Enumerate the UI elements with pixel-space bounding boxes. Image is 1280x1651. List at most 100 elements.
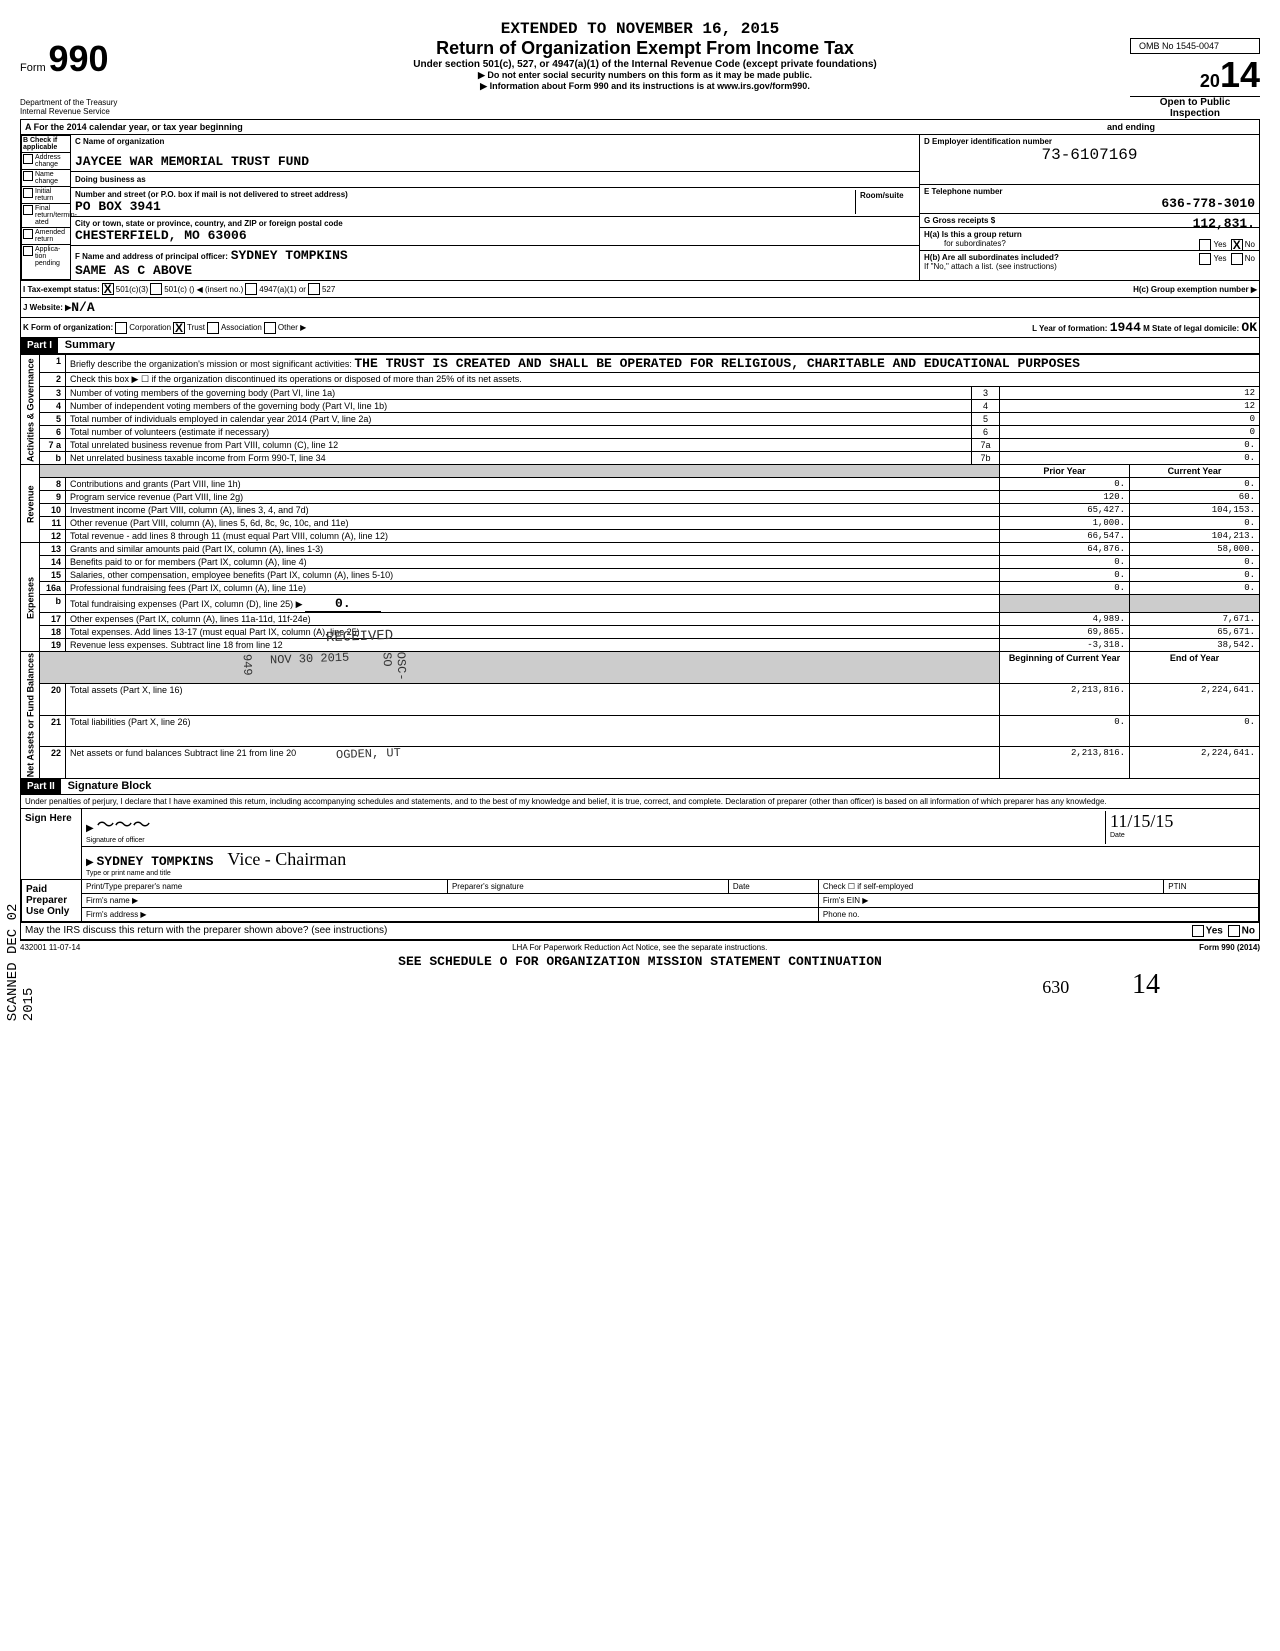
part1-header: Part I	[21, 338, 58, 353]
cb-initial[interactable]: Initial return	[22, 187, 70, 204]
cb-corp[interactable]	[115, 322, 127, 334]
exp-15-prior: 0.	[1000, 569, 1130, 582]
signature: ～～～	[96, 815, 150, 835]
exp-17-curr: 7,671.	[1130, 613, 1260, 626]
form-header: Form 990 Department of the Treasury Inte…	[20, 38, 1260, 119]
hb-no[interactable]	[1231, 253, 1243, 265]
form-title: Return of Organization Exempt From Incom…	[160, 38, 1130, 59]
room-label: Room/suite	[860, 191, 904, 200]
net-21-curr: 0.	[1130, 715, 1260, 747]
cb-final[interactable]: Final return/termin-ated	[22, 204, 70, 228]
cb-other[interactable]	[264, 322, 276, 334]
part2-title: Signature Block	[64, 778, 156, 794]
city-value: CHESTERFIELD, MO 63006	[75, 228, 915, 243]
website-row: J Website: ▶ N/A	[20, 298, 1260, 318]
val-4: 12	[1000, 400, 1260, 413]
net-20-curr: 2,224,641.	[1130, 683, 1260, 715]
cb-527[interactable]	[308, 283, 320, 295]
tax-status-row: I Tax-exempt status: 501(c)(3) 501(c) ()…	[20, 281, 1260, 298]
rev-8-curr: 0.	[1130, 478, 1260, 491]
cb-4947[interactable]	[245, 283, 257, 295]
cb-trust[interactable]	[173, 322, 185, 334]
f-name: SYDNEY TOMPKINS	[231, 248, 348, 263]
col-current: Current Year	[1130, 465, 1260, 478]
col-prior: Prior Year	[1000, 465, 1130, 478]
sig-date-hand: 11/15/15	[1110, 811, 1173, 831]
stamp-949: 949	[240, 654, 255, 676]
part1-title: Summary	[61, 337, 119, 353]
may-irs: May the IRS discuss this return with the…	[25, 925, 387, 937]
rev-10-curr: 104,153.	[1130, 504, 1260, 517]
preparer-table: Paid Preparer Use Only Print/Type prepar…	[21, 879, 1259, 922]
ha-no[interactable]	[1231, 239, 1243, 251]
g-label: G Gross receipts $	[924, 216, 995, 225]
e-label: E Telephone number	[924, 187, 1003, 196]
sig-title-hand: Vice - Chairman	[227, 849, 346, 869]
d-label: D Employer identification number	[924, 137, 1255, 146]
val-7a: 0.	[1000, 439, 1260, 452]
rev-11-prior: 1,000.	[1000, 517, 1130, 530]
val-6: 0	[1000, 426, 1260, 439]
inspection: Inspection	[1170, 108, 1220, 119]
ha-sub: for subordinates?	[944, 239, 1006, 248]
rev-11-curr: 0.	[1130, 517, 1260, 530]
year-formation: 1944	[1110, 320, 1141, 335]
side-expenses: Expenses	[21, 543, 40, 652]
net-20-prior: 2,213,816.	[1000, 683, 1130, 715]
page-footer: 432001 11-07-14 LHA For Paperwork Reduct…	[20, 941, 1260, 954]
ha-label: H(a) Is this a group return	[924, 230, 1022, 239]
hc-label: H(c) Group exemption number ▶	[1133, 285, 1257, 294]
header-grid: B Check if applicable Address change Nam…	[20, 135, 1260, 281]
form-subtitle: Under section 501(c), 527, or 4947(a)(1)…	[160, 59, 1130, 70]
exp-17-prior: 4,989.	[1000, 613, 1130, 626]
info-notice: ▶ Information about Form 990 and its ins…	[160, 81, 1130, 92]
state-domicile: OK	[1241, 320, 1257, 335]
cb-501c[interactable]	[150, 283, 162, 295]
exp-14-curr: 0.	[1130, 556, 1260, 569]
extended-notice: EXTENDED TO NOVEMBER 16, 2015	[20, 20, 1260, 38]
side-revenue: Revenue	[21, 465, 40, 543]
rev-9-prior: 120.	[1000, 491, 1130, 504]
side-governance: Activities & Governance	[21, 355, 40, 465]
exp-16a-prior: 0.	[1000, 582, 1130, 595]
exp-19-prior: -3,318.	[1000, 639, 1130, 652]
irs-yes[interactable]	[1192, 925, 1204, 937]
hand-630: 630	[1042, 977, 1069, 997]
dept-irs: Internal Revenue Service	[20, 107, 160, 116]
org-name: JAYCEE WAR MEMORIAL TRUST FUND	[75, 154, 915, 169]
exp-16b-inline: 0.	[305, 596, 381, 612]
line2: Check this box ▶ ☐ if the organization d…	[66, 373, 1260, 387]
section-a-row: A For the 2014 calendar year, or tax yea…	[20, 119, 1260, 135]
scanned-stamp: SCANNED DEC 02 2015	[5, 900, 37, 1021]
form-label: Form	[20, 62, 46, 74]
hb-label: H(b) Are all subordinates included?	[924, 253, 1059, 262]
website-value: N/A	[71, 300, 94, 315]
cb-application[interactable]: Applica-tion pending	[22, 245, 70, 268]
omb-number: OMB No 1545-0047	[1130, 38, 1260, 54]
c-label: C Name of organization	[75, 137, 915, 146]
city-label: City or town, state or province, country…	[75, 219, 915, 228]
cb-amended[interactable]: Amended return	[22, 228, 70, 245]
exp-13-curr: 58,000.	[1130, 543, 1260, 556]
ha-yes[interactable]	[1199, 239, 1211, 251]
org-form-row: K Form of organization: Corporation Trus…	[20, 318, 1260, 338]
tax-year: 2014	[1130, 54, 1260, 96]
open-public: Open to Public	[1160, 97, 1231, 108]
exp-15-curr: 0.	[1130, 569, 1260, 582]
cb-assoc[interactable]	[207, 322, 219, 334]
f-addr: SAME AS C ABOVE	[75, 263, 915, 278]
net-22-curr: 2,224,641.	[1130, 747, 1260, 779]
col-beginning: Beginning of Current Year	[1000, 652, 1130, 684]
f-label: F Name and address of principal officer:	[75, 252, 228, 261]
val-3: 12	[1000, 387, 1260, 400]
cb-address[interactable]: Address change	[22, 153, 70, 170]
rev-10-prior: 65,427.	[1000, 504, 1130, 517]
hand-14: 14	[1132, 969, 1160, 1000]
addr-label: Number and street (or P.O. box if mail i…	[75, 190, 855, 199]
hb-yes[interactable]	[1199, 253, 1211, 265]
perjury-text: Under penalties of perjury, I declare th…	[21, 795, 1259, 808]
cb-501c3[interactable]	[102, 283, 114, 295]
irs-no[interactable]	[1228, 925, 1240, 937]
cb-name[interactable]: Name change	[22, 170, 70, 187]
rev-8-prior: 0.	[1000, 478, 1130, 491]
